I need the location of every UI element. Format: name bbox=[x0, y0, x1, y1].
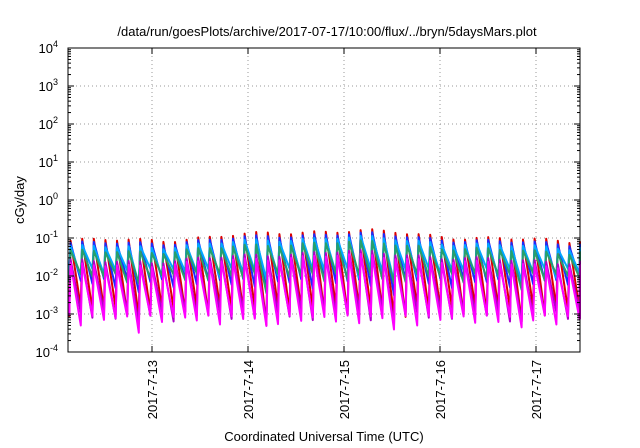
y-axis: 10-4 10-3 10-2 10-1 100 101 102 103 104 bbox=[36, 39, 580, 360]
series-line bbox=[68, 252, 581, 334]
y-axis-label: cGy/day bbox=[12, 176, 27, 224]
x-tick-label: 2017-7-14 bbox=[241, 360, 256, 419]
y-tick-label: 10-2 bbox=[36, 267, 58, 284]
x-tick-label: 2017-7-17 bbox=[529, 360, 544, 419]
y-tick-label: 10-4 bbox=[36, 343, 58, 360]
y-tick-label: 102 bbox=[39, 115, 58, 132]
y-tick-label: 100 bbox=[39, 191, 58, 208]
series-line bbox=[68, 239, 581, 294]
chart-title: /data/run/goesPlots/archive/2017-07-17/1… bbox=[117, 24, 537, 39]
series-group bbox=[68, 228, 581, 334]
x-axis: 2017-7-13 2017-7-14 2017-7-15 2017-7-16 2017… bbox=[145, 48, 544, 419]
y-tick-label: 10-3 bbox=[36, 305, 58, 322]
x-axis-label: Coordinated Universal Time (UTC) bbox=[224, 429, 423, 444]
x-tick-label: 2017-7-15 bbox=[337, 360, 352, 419]
y-tick-label: 103 bbox=[39, 77, 58, 94]
y-tick-label: 10-1 bbox=[36, 229, 58, 246]
y-tick-label: 104 bbox=[39, 39, 58, 56]
x-tick-label: 2017-7-16 bbox=[433, 360, 448, 419]
y-tick-label: 101 bbox=[39, 153, 58, 170]
x-tick-label: 2017-7-13 bbox=[145, 360, 160, 419]
